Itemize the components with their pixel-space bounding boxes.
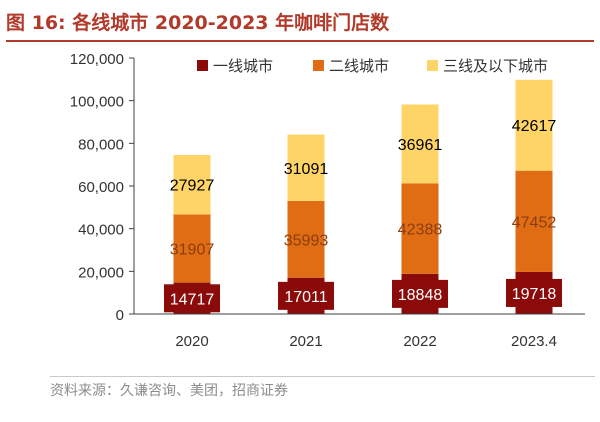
data-label-box [392,279,448,308]
x-tick-label: 2021 [289,333,322,350]
data-label: 31091 [284,161,329,178]
data-label-box [164,284,220,313]
x-tick-label: 2022 [403,333,436,350]
data-label: 35993 [284,232,329,249]
y-tick-label: 60,000 [78,179,124,196]
bar-segment-2020-3 [173,154,211,215]
data-label: 17011 [284,289,327,306]
y-tick-label: 0 [116,307,124,324]
y-tick-label: 80,000 [78,136,124,153]
bar-segment-2022-3 [401,104,439,184]
data-label: 18848 [398,287,443,304]
bar-segment-2023.4-2 [515,170,553,272]
bar-segment-2022-2 [401,183,439,274]
legend-swatch [197,60,208,71]
bars: 14717 31907 27927 17011 35993 31091 18848 42388… [164,79,562,314]
data-label: 36961 [398,137,443,154]
legend-label: 一线城市 [213,57,273,75]
data-label: 42617 [512,118,557,135]
data-label: 31907 [170,242,215,259]
title-underline [6,40,594,42]
legend: 一线城市 二线城市 三线及以下城市 [197,57,548,75]
bar-segment-2023.4-3 [515,79,553,171]
data-label-box [278,281,334,310]
data-label-box [506,278,562,307]
bar-segment-2021-3 [287,134,325,201]
data-label: 14717 [170,291,215,308]
bar-segment-2020-2 [173,214,211,283]
legend-swatch [427,60,438,71]
y-tick-label: 40,000 [78,222,124,239]
figure-title: 图 16: 各线城市 2020-2023 年咖啡门店数 [6,12,390,34]
data-label: 19718 [512,286,557,303]
x-tick-label: 2020 [175,333,208,350]
y-tick-label: 100,000 [70,94,124,111]
bar-segment-2021-2 [287,200,325,278]
legend-swatch [313,60,324,71]
data-label: 42388 [398,222,443,239]
stacked-bar-chart: 一线城市 二线城市 三线及以下城市 0 20,000 40,000 60,000 80,00… [70,51,585,350]
data-label: 27927 [170,178,215,195]
legend-label: 二线城市 [329,57,389,75]
y-tick-label: 20,000 [78,264,124,281]
y-tick-label: 120,000 [70,51,124,68]
source-note: 资料来源：久谦咨询、美团，招商证券 [50,376,595,400]
legend-label: 三线及以下城市 [443,57,548,75]
data-label: 47452 [512,214,557,231]
y-axis: 0 20,000 40,000 60,000 80,000 100,000 120,000 [70,51,135,324]
x-axis: 2020 2021 2022 2023.4 [134,313,585,350]
x-tick-label: 2023.4 [511,333,557,350]
